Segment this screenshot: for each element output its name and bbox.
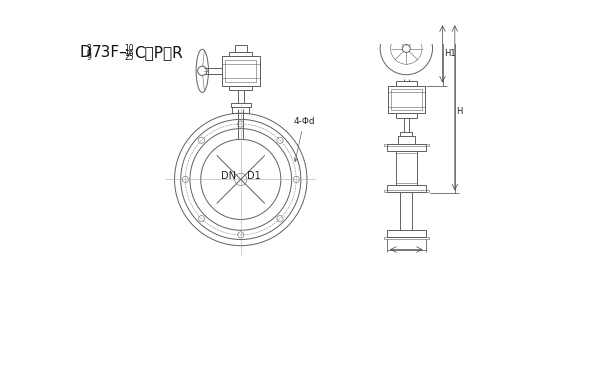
Text: 6: 6 <box>87 49 91 58</box>
Bar <box>384 190 429 192</box>
Bar <box>388 86 425 113</box>
Bar <box>387 230 425 237</box>
Bar <box>384 237 429 239</box>
Text: D1: D1 <box>247 171 261 182</box>
Bar <box>231 103 251 107</box>
Bar <box>221 56 260 86</box>
Bar <box>232 107 249 113</box>
Bar <box>395 113 417 118</box>
Bar <box>387 185 425 192</box>
Bar <box>387 144 425 151</box>
Bar <box>398 136 415 144</box>
Text: 9: 9 <box>87 53 91 62</box>
Bar <box>400 192 412 230</box>
Text: H1: H1 <box>444 49 455 59</box>
Bar <box>400 132 412 136</box>
Bar <box>395 81 417 86</box>
Text: 3: 3 <box>87 44 91 53</box>
Bar <box>230 86 253 90</box>
Bar <box>225 60 256 82</box>
Text: D: D <box>79 45 91 60</box>
Text: 16: 16 <box>124 49 134 58</box>
Text: 10: 10 <box>124 44 134 53</box>
Text: 4-Φd: 4-Φd <box>293 117 314 162</box>
Bar <box>235 45 247 52</box>
Text: H: H <box>457 107 463 116</box>
Text: 73F–: 73F– <box>91 45 127 60</box>
Bar <box>384 144 429 146</box>
Text: C、P、R: C、P、R <box>134 45 182 60</box>
Text: 25: 25 <box>124 53 134 62</box>
Bar <box>230 52 253 56</box>
Text: DN: DN <box>221 171 236 182</box>
Bar <box>395 151 417 185</box>
Bar <box>391 89 422 110</box>
